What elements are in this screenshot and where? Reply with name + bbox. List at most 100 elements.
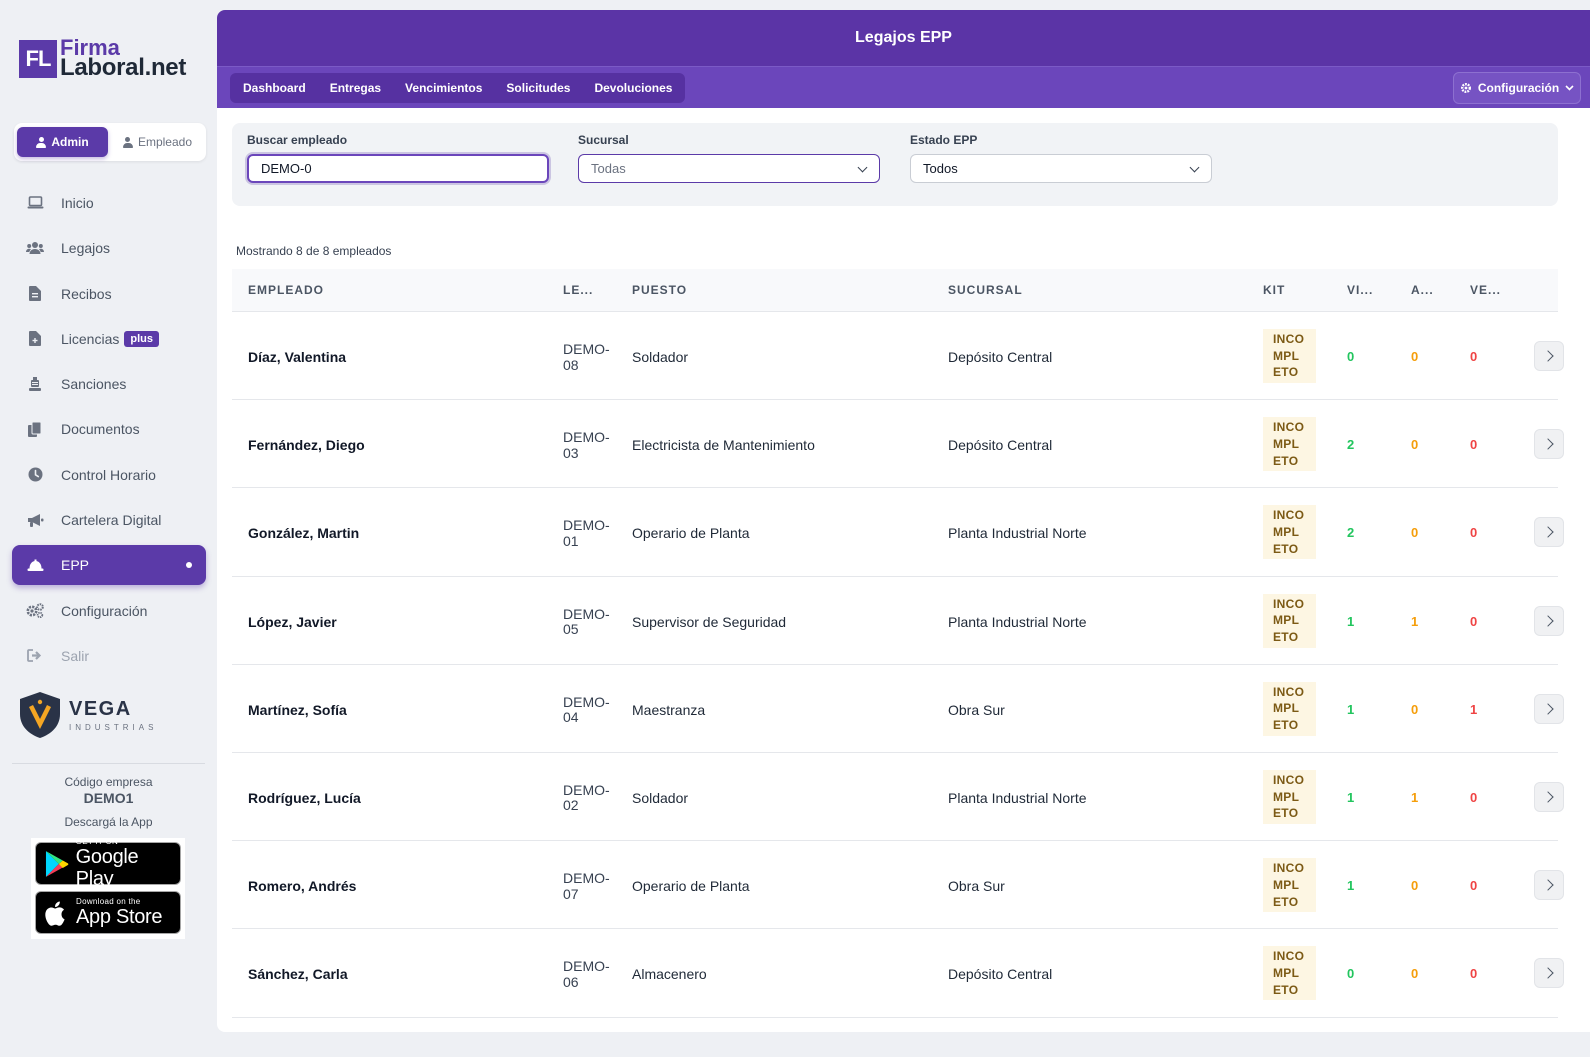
- vencidos-count: 1: [1470, 701, 1478, 717]
- status-select[interactable]: Todos: [910, 154, 1212, 183]
- sidebar-item-label: Salir: [61, 647, 90, 664]
- users-icon: [26, 239, 44, 257]
- employee-name: Martínez, Sofía: [248, 701, 347, 718]
- column-vencidos[interactable]: VE...: [1470, 283, 1502, 297]
- employee-legajo: DEMO- 07: [563, 870, 610, 902]
- row-detail-button[interactable]: [1534, 870, 1564, 901]
- status-select-value: Todos: [923, 161, 958, 176]
- branch-filter: Sucursal Todas: [578, 133, 880, 183]
- sidebar-item-label: Licencias: [61, 330, 120, 347]
- table-row[interactable]: González, Martin DEMO- 01 Operario de Pla…: [232, 488, 1564, 577]
- sign-out-icon: [26, 647, 44, 665]
- company-logo-sub: INDUSTRIAS: [69, 723, 158, 732]
- column-vigentes[interactable]: VI...: [1347, 283, 1374, 297]
- vencidos-count: 0: [1470, 613, 1478, 629]
- tab-entregas[interactable]: Entregas: [329, 81, 382, 95]
- table-row[interactable]: Díaz, Valentina DEMO- 08 Soldador Depósit…: [232, 312, 1564, 401]
- table-row[interactable]: Rodríguez, Lucía DEMO- 02 Soldador Planta…: [232, 753, 1564, 842]
- sidebar-item-salir[interactable]: Salir: [12, 636, 206, 676]
- sidebar-item-label: Control Horario: [61, 466, 156, 483]
- kit-status-badge: INCO MPL ETO: [1263, 329, 1316, 383]
- cogs-icon: [26, 602, 44, 620]
- vigentes-count: 0: [1347, 966, 1355, 982]
- sidebar-item-control-horario[interactable]: Control Horario: [12, 455, 206, 495]
- employee-role-label: Empleado: [137, 135, 193, 149]
- sidebar-divider: [12, 763, 205, 764]
- sidebar-item-inicio[interactable]: Inicio: [12, 183, 206, 223]
- employee-role-button[interactable]: Empleado: [112, 127, 203, 157]
- column-branch[interactable]: SUCURSAL: [948, 283, 1023, 297]
- employee-position: Operario de Planta: [632, 525, 750, 542]
- google-play-icon: [45, 850, 69, 877]
- sidebar-item-documentos[interactable]: Documentos: [12, 409, 206, 449]
- vencidos-count: 0: [1470, 878, 1478, 894]
- row-detail-button[interactable]: [1534, 958, 1564, 989]
- employee-name: Romero, Andrés: [248, 878, 357, 895]
- file-invoice-icon: [26, 285, 44, 303]
- branch-label: Sucursal: [578, 133, 629, 147]
- search-input[interactable]: DEMO-0: [247, 154, 549, 183]
- row-detail-button[interactable]: [1534, 605, 1564, 636]
- admin-role-button[interactable]: Admin: [17, 127, 108, 157]
- kit-status-badge: INCO MPL ETO: [1263, 858, 1316, 913]
- company-code-label: Código empresa: [64, 775, 153, 789]
- employee-position: Maestranza: [632, 701, 706, 718]
- alertas-count: 0: [1411, 701, 1419, 717]
- employee-branch: Planta Industrial Norte: [948, 789, 1087, 806]
- hard-hat-icon: [26, 556, 44, 574]
- sidebar-item-cartelera-digital[interactable]: Cartelera Digital: [12, 500, 206, 540]
- sidebar-item-recibos[interactable]: Recibos: [12, 274, 206, 314]
- vigentes-count: 0: [1347, 349, 1355, 364]
- employees-table: EMPLEADO LE... PUESTO SUCURSAL KIT VI...…: [232, 269, 1564, 1018]
- employee-name: Díaz, Valentina: [248, 349, 347, 365]
- sidebar-item-legajos[interactable]: Legajos: [12, 228, 206, 268]
- vencidos-count: 0: [1470, 349, 1478, 364]
- sidebar-item-label: Inicio: [61, 195, 94, 211]
- employee-position: Electricista de Mantenimiento: [632, 437, 815, 454]
- employee-position: Almacenero: [632, 966, 707, 983]
- table-body: Díaz, Valentina DEMO- 08 Soldador Depósit…: [232, 312, 1564, 1018]
- chevron-down-icon: [857, 162, 868, 173]
- role-switch: Admin Empleado: [14, 123, 206, 161]
- column-alertas[interactable]: A...: [1411, 283, 1434, 297]
- tab-solicitudes[interactable]: Solicitudes: [506, 81, 571, 95]
- vigentes-count: 1: [1347, 878, 1355, 894]
- vencidos-count: 0: [1470, 525, 1478, 541]
- row-detail-button[interactable]: [1534, 341, 1564, 371]
- google-play-badge[interactable]: GET IT ON Google Play: [35, 837, 181, 890]
- column-kit[interactable]: KIT: [1263, 283, 1286, 297]
- employee-position: Supervisor de Seguridad: [632, 613, 787, 630]
- configuration-dropdown-button[interactable]: Configuración: [1453, 72, 1581, 104]
- branch-select[interactable]: Todas: [578, 154, 880, 183]
- row-detail-button[interactable]: [1534, 781, 1564, 812]
- sidebar-item-sanciones[interactable]: Sanciones: [12, 364, 206, 404]
- sidebar-item-label: Sanciones: [61, 376, 127, 393]
- sidebar-item-configuracion[interactable]: Configuración: [12, 591, 206, 631]
- tab-devoluciones[interactable]: Devoluciones: [594, 81, 673, 95]
- employee-position: Operario de Planta: [632, 878, 750, 895]
- column-position[interactable]: PUESTO: [632, 283, 688, 297]
- table-row[interactable]: Romero, Andrés DEMO- 07 Operario de Plant…: [232, 841, 1564, 930]
- vigentes-count: 1: [1347, 789, 1355, 805]
- app-logo[interactable]: FL Firma Laboral.net: [19, 37, 186, 80]
- sidebar-item-label: Cartelera Digital: [61, 512, 162, 529]
- sidebar-item-licencias[interactable]: Licencias plus: [12, 319, 206, 359]
- employee-branch: Planta Industrial Norte: [948, 525, 1087, 542]
- table-row[interactable]: Martínez, Sofía DEMO- 04 Maestranza Obra …: [232, 665, 1564, 753]
- table-row[interactable]: López, Javier DEMO- 05 Supervisor de Segu…: [232, 577, 1564, 665]
- employee-branch: Planta Industrial Norte: [948, 613, 1087, 630]
- tab-dashboard[interactable]: Dashboard: [243, 81, 306, 95]
- employee-legajo: DEMO- 05: [563, 605, 610, 638]
- table-row[interactable]: Sánchez, Carla DEMO- 06 Almacenero Depósi…: [232, 929, 1564, 1018]
- row-detail-button[interactable]: [1534, 517, 1564, 548]
- app-store-badge[interactable]: Download on the App Store: [35, 891, 181, 934]
- employee-name: López, Javier: [248, 613, 337, 630]
- column-employee[interactable]: EMPLEADO: [248, 283, 325, 297]
- row-detail-button[interactable]: [1534, 429, 1564, 460]
- column-legajo[interactable]: LE...: [563, 283, 594, 297]
- sidebar-item-epp[interactable]: EPP: [12, 545, 206, 586]
- tab-vencimientos[interactable]: Vencimientos: [405, 81, 483, 95]
- employee-branch: Depósito Central: [948, 437, 1053, 454]
- table-row[interactable]: Fernández, Diego DEMO- 03 Electricista de…: [232, 400, 1564, 489]
- row-detail-button[interactable]: [1534, 693, 1564, 724]
